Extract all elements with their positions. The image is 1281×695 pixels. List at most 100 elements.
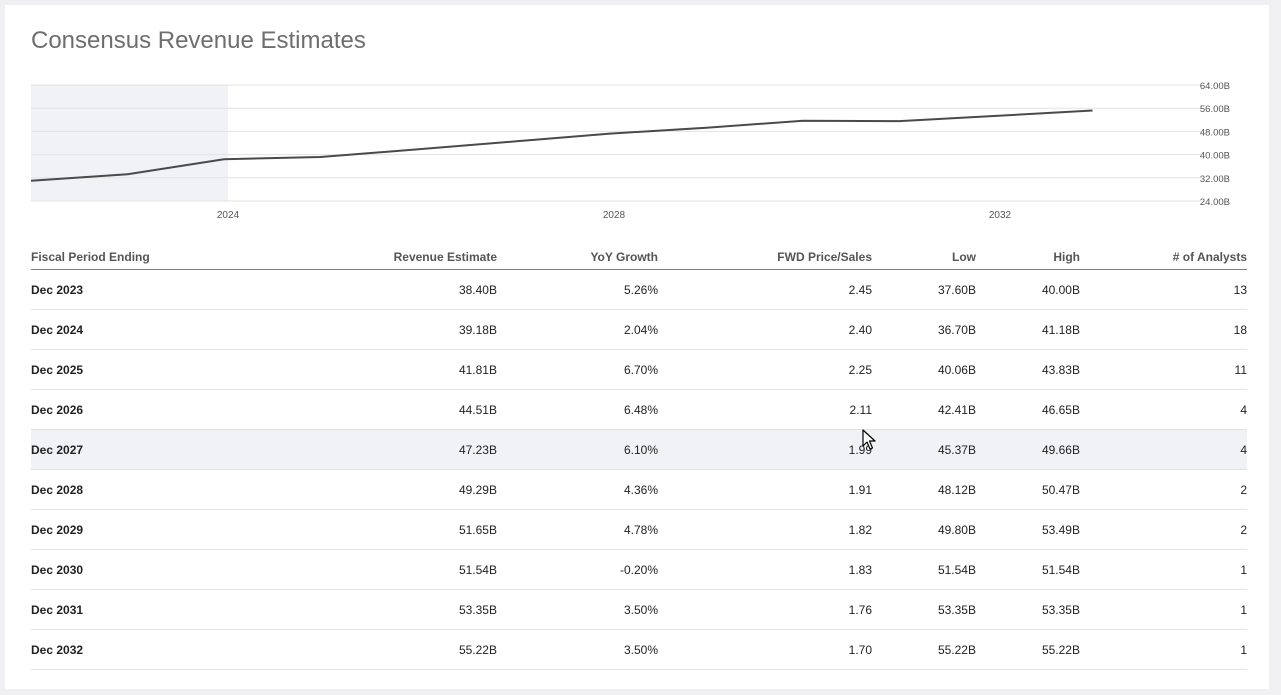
cell-yoy-growth: 6.48% [623,402,658,417]
cell-low: 45.37B [937,442,976,457]
cell-fwd-price-sales: 1.99 [848,442,872,457]
cell-analysts: 2 [1240,482,1247,497]
cell-revenue-estimate: 49.29B [458,482,497,497]
header-high[interactable]: High [1053,250,1080,264]
header-revenue-estimate[interactable]: Revenue Estimate [393,250,497,264]
cell-revenue-estimate: 51.65B [458,522,497,537]
header-low[interactable]: Low [952,250,976,264]
y-tick-label: 56.00B [1200,104,1230,115]
cell-high: 50.47B [1041,482,1080,497]
x-tick-label: 2032 [989,210,1012,221]
historical-shade [31,85,228,201]
cell-yoy-growth: 6.70% [623,362,658,377]
cell-high: 51.54B [1041,562,1080,577]
cell-revenue-estimate: 44.51B [458,402,497,417]
cell-revenue-estimate: 53.35B [458,602,497,617]
cell-high: 53.49B [1041,522,1080,537]
cell-revenue-estimate: 51.54B [458,562,497,577]
cell-fwd-price-sales: 1.70 [848,642,872,657]
cell-low: 55.22B [937,642,976,657]
table-row[interactable]: Dec 2028 49.29B 4.36% 1.91 48.12B 50.47B 2 [31,470,1247,510]
cell-low: 51.54B [937,562,976,577]
cell-revenue-estimate: 38.40B [458,282,497,297]
cell-analysts: 11 [1234,362,1247,377]
table-row[interactable]: Dec 2024 39.18B 2.04% 2.40 36.70B 41.18B 18 [31,310,1247,350]
cell-fwd-price-sales: 2.25 [848,362,872,377]
cell-fiscal-period: Dec 2027 [31,442,84,457]
y-tick-label: 64.00B [1200,81,1230,92]
cell-yoy-growth: 3.50% [623,642,658,657]
x-tick-label: 2024 [217,210,240,221]
table-body: Dec 2023 38.40B 5.26% 2.45 37.60B 40.00B 13 Dec… [31,270,1247,670]
header-fiscal-period[interactable]: Fiscal Period Ending [31,250,150,264]
cell-analysts: 2 [1240,522,1247,537]
cell-fiscal-period: Dec 2025 [31,362,84,377]
y-tick-label: 24.00B [1200,197,1230,208]
table-row[interactable]: Dec 2027 47.23B 6.10% 1.99 45.37B 49.66B 4 [31,430,1247,470]
cell-low: 48.12B [937,482,976,497]
y-tick-label: 48.00B [1200,127,1230,138]
table-header: Fiscal Period Ending Revenue Estimate Yo… [31,245,1247,270]
page-title: Consensus Revenue Estimates [31,27,366,54]
table-row[interactable]: Dec 2031 53.35B 3.50% 1.76 53.35B 53.35B 1 [31,590,1247,630]
cell-high: 46.65B [1041,402,1080,417]
cell-high: 55.22B [1041,642,1080,657]
cell-analysts: 13 [1233,282,1247,297]
cell-yoy-growth: 4.36% [623,482,658,497]
cell-high: 43.83B [1041,362,1080,377]
cell-analysts: 1 [1240,602,1247,617]
table-row[interactable]: Dec 2030 51.54B -0.20% 1.83 51.54B 51.54B 1 [31,550,1247,590]
y-tick-label: 32.00B [1200,174,1230,185]
revenue-line-chart: 64.00B 56.00B 48.00B 40.00B 32.00B 24.00B 2024… [30,81,1230,221]
cell-fiscal-period: Dec 2024 [31,322,84,337]
cell-fiscal-period: Dec 2028 [31,482,84,497]
header-fwd-price-sales[interactable]: FWD Price/Sales [777,250,872,264]
cell-fwd-price-sales: 1.82 [848,522,872,537]
cell-yoy-growth: 6.10% [623,442,658,457]
mouse-pointer-icon [862,429,876,450]
cell-yoy-growth: -0.20% [619,562,658,577]
cell-revenue-estimate: 47.23B [458,442,497,457]
cell-yoy-growth: 2.04% [623,322,658,337]
cell-fwd-price-sales: 1.91 [848,482,872,497]
header-yoy-growth[interactable]: YoY Growth [590,250,658,264]
cell-low: 37.60B [937,282,976,297]
cell-low: 40.06B [937,362,976,377]
cell-revenue-estimate: 41.81B [458,362,497,377]
cell-revenue-estimate: 55.22B [458,642,497,657]
y-tick-label: 40.00B [1200,151,1230,162]
cell-low: 36.70B [937,322,976,337]
x-tick-label: 2028 [603,210,626,221]
cell-fiscal-period: Dec 2026 [31,402,84,417]
table-row[interactable]: Dec 2032 55.22B 3.50% 1.70 55.22B 55.22B 1 [31,630,1247,670]
cell-analysts: 18 [1233,322,1247,337]
cell-revenue-estimate: 39.18B [458,322,497,337]
cell-fiscal-period: Dec 2030 [31,562,84,577]
cell-fwd-price-sales: 2.40 [848,322,872,337]
cell-fwd-price-sales: 1.83 [848,562,872,577]
revenue-series-line [30,109,1093,182]
cell-low: 53.35B [937,602,976,617]
table-row[interactable]: Dec 2026 44.51B 6.48% 2.11 42.41B 46.65B 4 [31,390,1247,430]
cell-analysts: 4 [1240,402,1247,417]
cell-fwd-price-sales: 2.11 [849,402,872,417]
table-row[interactable]: Dec 2029 51.65B 4.78% 1.82 49.80B 53.49B 2 [31,510,1247,550]
cell-analysts: 4 [1240,442,1247,457]
table-row[interactable]: Dec 2023 38.40B 5.26% 2.45 37.60B 40.00B 13 [31,270,1247,310]
cell-analysts: 1 [1240,642,1247,657]
cell-high: 49.66B [1041,442,1080,457]
cell-fiscal-period: Dec 2032 [31,642,84,657]
cell-fwd-price-sales: 2.45 [848,282,872,297]
cell-high: 40.00B [1041,282,1080,297]
cell-high: 41.18B [1041,322,1080,337]
cell-low: 42.41B [937,402,976,417]
estimates-table: Fiscal Period Ending Revenue Estimate Yo… [31,245,1247,670]
cell-yoy-growth: 4.78% [623,522,658,537]
cell-high: 53.35B [1041,602,1080,617]
cell-low: 49.80B [937,522,976,537]
cell-fiscal-period: Dec 2029 [31,522,84,537]
cell-yoy-growth: 3.50% [623,602,658,617]
cell-fiscal-period: Dec 2031 [31,602,84,617]
table-row[interactable]: Dec 2025 41.81B 6.70% 2.25 40.06B 43.83B 11 [31,350,1247,390]
header-analysts[interactable]: # of Analysts [1172,250,1247,264]
